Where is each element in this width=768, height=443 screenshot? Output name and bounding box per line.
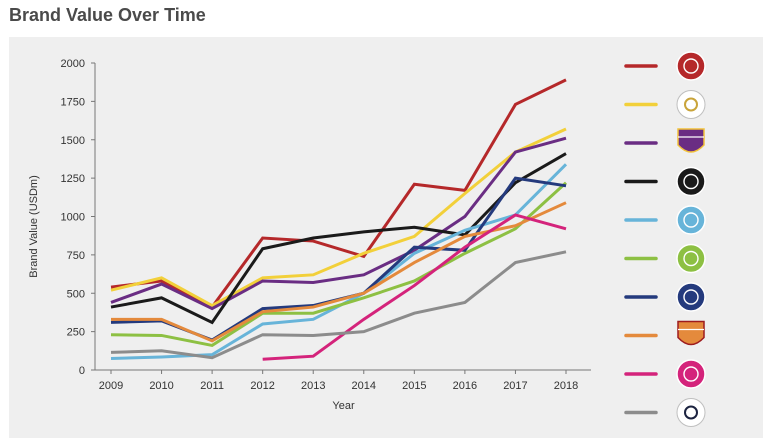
series-line-psg xyxy=(262,213,567,361)
bayern-munich-crest-icon xyxy=(676,166,706,197)
y-tick-label: 250 xyxy=(67,327,85,339)
y-tick-label: 500 xyxy=(67,288,85,300)
legend-item xyxy=(624,282,706,312)
series-line-chelsea xyxy=(110,176,567,342)
manchester-united-crest-icon xyxy=(676,51,706,81)
legend-item xyxy=(624,90,706,119)
x-tick-label: 2014 xyxy=(352,380,376,392)
y-tick-label: 2000 xyxy=(61,58,85,70)
liverpool-crest-icon xyxy=(676,243,706,274)
y-tick-label: 1750 xyxy=(61,96,85,108)
legend-item xyxy=(624,128,705,153)
manchester-city-crest-icon xyxy=(676,205,706,235)
psg-crest-icon xyxy=(676,359,706,389)
page-title: Brand Value Over Time xyxy=(9,5,206,25)
series-line-arsenal xyxy=(111,201,567,343)
y-tick-label: 1500 xyxy=(61,135,85,147)
barcelona-crest-icon xyxy=(677,128,705,153)
x-axis-label: Year xyxy=(332,400,355,412)
x-tick-label: 2009 xyxy=(99,380,123,392)
series-line-liverpool xyxy=(110,181,568,348)
legend-item xyxy=(624,205,706,235)
real-madrid-crest-icon xyxy=(676,90,706,119)
series-line-tottenham xyxy=(110,250,567,360)
x-tick-label: 2016 xyxy=(453,380,477,392)
x-tick-label: 2010 xyxy=(149,380,173,392)
x-tick-label: 2012 xyxy=(250,380,274,392)
chart-series xyxy=(110,78,568,361)
chelsea-crest-icon xyxy=(676,282,706,312)
y-tick-label: 1000 xyxy=(61,212,85,224)
x-tick-label: 2018 xyxy=(554,380,578,392)
series-line-real-madrid xyxy=(110,127,567,308)
series-line-bayern-munich xyxy=(110,152,567,325)
chart-legend xyxy=(624,51,706,427)
y-axis-label: Brand Value (USDm) xyxy=(28,175,40,278)
legend-item xyxy=(624,359,706,389)
y-tick-label: 0 xyxy=(79,365,85,377)
x-tick-label: 2013 xyxy=(301,380,325,392)
chart-panel: 0 250 500 750 1000 1250 1500 1750 2000 2009 2010 20… xyxy=(9,37,763,438)
x-tick-label: 2011 xyxy=(200,380,224,392)
legend-item xyxy=(624,166,706,197)
series-line-barcelona xyxy=(110,136,567,311)
legend-item xyxy=(624,51,706,81)
brand-value-line-chart: 0 250 500 750 1000 1250 1500 1750 2000 2009 2010 20… xyxy=(28,51,706,427)
legend-item xyxy=(624,320,705,346)
tottenham-crest-icon xyxy=(676,398,706,427)
x-tick-label: 2017 xyxy=(503,380,527,392)
legend-item xyxy=(624,243,706,274)
chart-axes: 0 250 500 750 1000 1250 1500 1750 2000 2009 2010 20… xyxy=(28,58,591,412)
legend-item xyxy=(624,398,706,427)
y-tick-label: 1250 xyxy=(61,173,85,185)
x-tick-label: 2015 xyxy=(402,380,426,392)
series-line-manchester-city xyxy=(110,163,568,360)
y-tick-label: 750 xyxy=(67,250,85,262)
arsenal-crest-icon xyxy=(677,320,705,346)
series-line-manchester-united xyxy=(110,78,567,309)
